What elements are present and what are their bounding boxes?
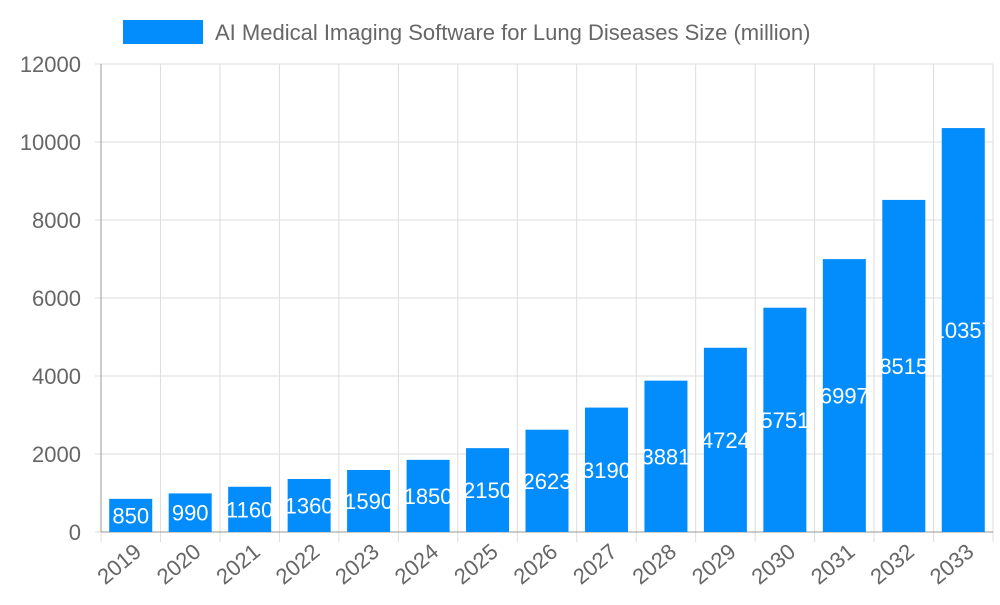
bar: [525, 429, 569, 532]
x-tick-label: 2031: [806, 539, 860, 590]
x-tick-label: 2030: [747, 539, 801, 590]
x-tick-label: 2022: [271, 539, 325, 590]
x-tick-label: 2026: [509, 539, 563, 590]
data-label: 5751: [760, 408, 809, 433]
y-tick-label: 2000: [32, 442, 81, 467]
y-tick-label: 6000: [32, 286, 81, 311]
x-tick-label: 2029: [687, 539, 741, 590]
legend-swatch: [123, 20, 203, 44]
bar: [941, 128, 985, 532]
legend-label: AI Medical Imaging Software for Lung Dis…: [215, 20, 810, 45]
bar: [406, 459, 450, 532]
bar: [822, 259, 866, 532]
x-tick-label: 2023: [330, 539, 384, 590]
bar: [287, 478, 331, 532]
data-label: 3190: [582, 458, 631, 483]
data-label: 990: [172, 501, 209, 526]
data-label: 850: [112, 503, 149, 528]
y-tick-label: 4000: [32, 364, 81, 389]
bar: [644, 380, 688, 532]
data-label: 1590: [344, 489, 393, 514]
x-tick-label: 2021: [211, 539, 265, 590]
x-tick-label: 2032: [865, 539, 919, 590]
y-tick-label: 12000: [20, 52, 81, 77]
bar: [347, 469, 391, 532]
x-tick-label: 2033: [925, 539, 979, 590]
bar: [584, 407, 628, 532]
data-label: 2150: [463, 478, 512, 503]
data-label: 1850: [404, 484, 453, 509]
bar: [168, 493, 212, 532]
bar: [703, 347, 747, 532]
x-tick-label: 2020: [152, 539, 206, 590]
x-tick-label: 2024: [390, 539, 444, 590]
data-label: 4724: [701, 428, 750, 453]
x-tick-label: 2027: [568, 539, 622, 590]
bar: [882, 199, 926, 533]
data-label: 1360: [285, 493, 334, 518]
y-tick-label: 0: [69, 520, 81, 545]
data-label: 3881: [641, 444, 690, 469]
data-label: 2623: [523, 469, 572, 494]
data-label: 8515: [879, 354, 928, 379]
x-tick-label: 2028: [628, 539, 682, 590]
bar: [763, 307, 807, 532]
bar: [228, 486, 272, 532]
x-tick-label: 2019: [92, 539, 146, 590]
y-tick-label: 8000: [32, 208, 81, 233]
y-tick-label: 10000: [20, 130, 81, 155]
data-label: 10357: [933, 318, 994, 343]
data-label: 6997: [820, 384, 869, 409]
bar: [466, 448, 510, 532]
x-tick-label: 2025: [449, 539, 503, 590]
bar: [109, 498, 153, 532]
data-label: 1160: [226, 497, 273, 522]
